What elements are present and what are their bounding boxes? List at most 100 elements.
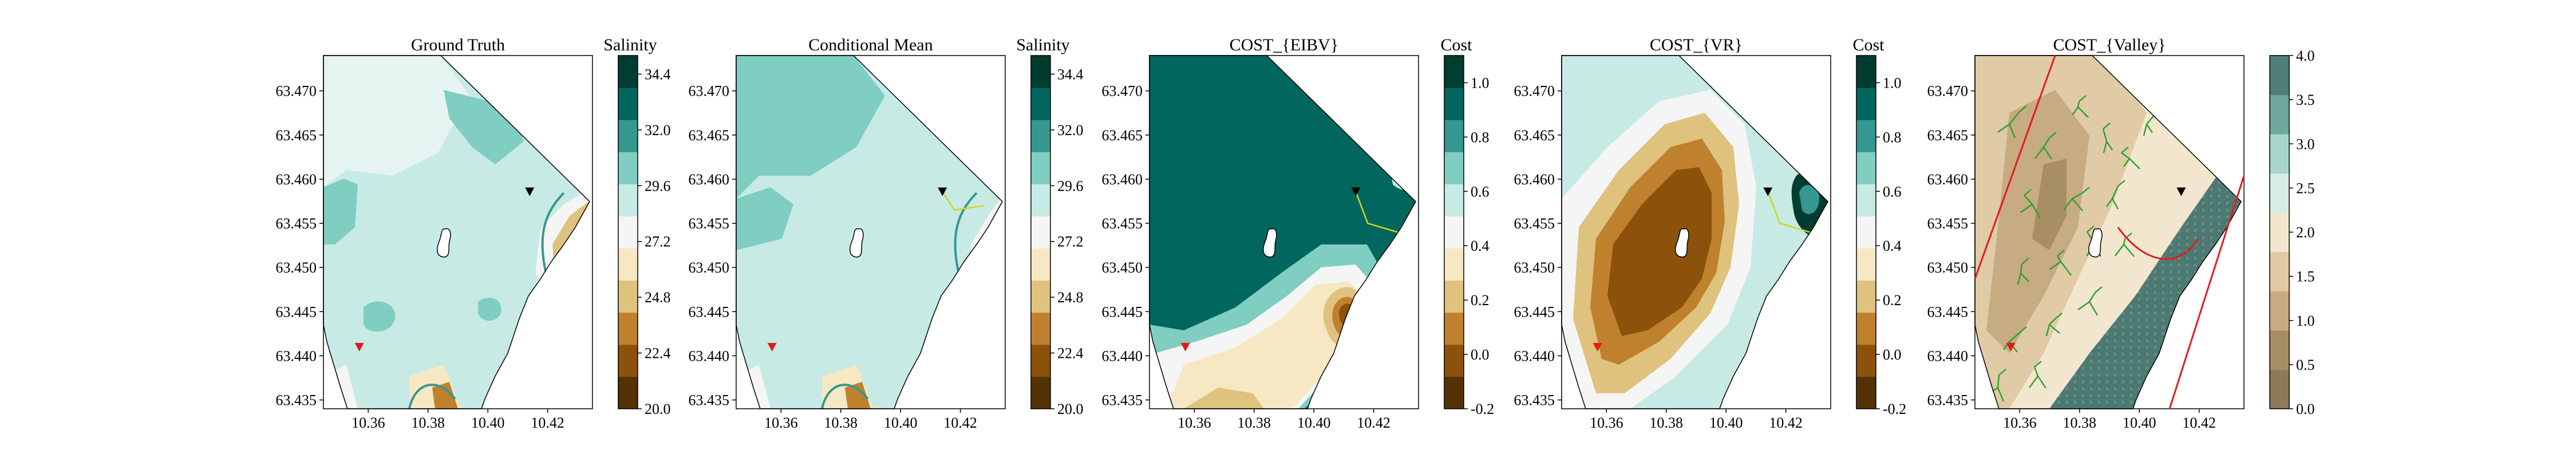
colorbar-tick-label: 0.5 <box>2296 357 2315 373</box>
panel-title: Ground Truth <box>411 35 505 54</box>
colorbar-label: Cost <box>1440 35 1472 54</box>
current-marker <box>1763 187 1773 196</box>
tree-branch <box>1997 105 2027 139</box>
y-tick-label: 63.435 <box>276 392 317 409</box>
y-tick-label: 63.440 <box>1102 348 1143 364</box>
panel-title: Conditional Mean <box>808 35 933 54</box>
colorbar-tick-label: 1.0 <box>2296 313 2315 329</box>
colorbar-tick-label: 1.5 <box>2296 269 2315 285</box>
y-tick-label: 63.470 <box>276 83 317 100</box>
coastline <box>1561 55 1828 409</box>
colorbar-segment <box>1444 120 1464 152</box>
colorbar-segment <box>618 152 638 184</box>
x-tick-label: 10.42 <box>1769 414 1803 431</box>
contour-line <box>821 384 869 409</box>
panel-5: COST_{Valley} 10.36 10.38 10.40 10.42 63.435 6… <box>1927 35 2315 431</box>
coastline <box>1974 55 2242 409</box>
axes-frame <box>736 55 1006 409</box>
colorbar-segment <box>1856 344 1876 377</box>
x-tick-label: 10.36 <box>351 414 385 431</box>
y-tick-label: 63.445 <box>689 303 730 320</box>
y-tick-label: 63.440 <box>1514 348 1555 364</box>
colorbar-segment <box>1444 216 1464 249</box>
colorbar-tick-label: 3.0 <box>2296 136 2315 152</box>
y-tick-label: 63.460 <box>689 171 730 188</box>
tree-branch <box>2045 313 2063 337</box>
y-tick-label: 63.465 <box>1927 127 1969 144</box>
x-tick-label: 10.36 <box>1590 414 1623 431</box>
colorbar-segment <box>1444 184 1464 216</box>
colorbar-segment <box>1031 184 1050 216</box>
y-tick-label: 63.450 <box>1102 259 1143 276</box>
y-tick-label: 63.470 <box>1514 83 1555 100</box>
colorbar-tick-label: 4.0 <box>2296 48 2315 64</box>
y-tick-label: 63.450 <box>1927 259 1969 276</box>
colorbar-segment <box>618 184 638 216</box>
panel-title: COST_{VR} <box>1650 35 1743 54</box>
planned-path <box>942 191 985 211</box>
tree-branch <box>2017 258 2029 285</box>
y-tick-label: 63.465 <box>689 127 730 144</box>
colorbar-label: Salinity <box>1016 35 1069 54</box>
y-tick-label: 63.465 <box>1102 127 1143 144</box>
start-marker <box>354 343 364 352</box>
y-tick-label: 63.435 <box>1927 392 1969 409</box>
colorbar-segment <box>1031 152 1050 184</box>
colorbar-segment <box>618 216 638 249</box>
start-marker <box>767 343 777 352</box>
start-marker <box>1180 343 1190 352</box>
y-tick-label: 63.470 <box>1927 83 1969 100</box>
tree-branch <box>2115 232 2135 257</box>
colorbar-frame <box>1444 55 1464 409</box>
axes-frame <box>1561 55 1831 409</box>
x-tick-label: 10.40 <box>884 414 918 431</box>
colorbar-tick-label: 34.4 <box>1057 66 1084 82</box>
colorbar-tick-label: -0.2 <box>1471 401 1494 417</box>
panel-1: Ground Truth 10.36 10.38 10.40 10.42 63.435 63… <box>276 35 671 431</box>
x-tick-label: 10.42 <box>943 414 977 431</box>
y-tick-label: 63.465 <box>276 127 317 144</box>
colorbar-segment <box>1031 344 1050 377</box>
current-marker <box>2176 187 2186 196</box>
x-tick-label: 10.42 <box>531 414 564 431</box>
colorbar-tick-label: 24.8 <box>1057 289 1084 306</box>
colorbar-segment <box>1031 56 1050 88</box>
y-tick-label: 63.440 <box>1927 348 1969 364</box>
y-tick-label: 63.435 <box>1102 392 1143 409</box>
colorbar-segment <box>1444 344 1464 377</box>
field-map <box>736 56 1002 409</box>
y-tick-label: 63.450 <box>1514 259 1555 276</box>
colorbar-segment <box>1856 280 1876 313</box>
tree-branch <box>2020 189 2041 219</box>
x-tick-label: 10.38 <box>2063 414 2097 431</box>
x-tick-label: 10.40 <box>1297 414 1331 431</box>
tree-branch <box>2143 105 2164 136</box>
contour-line <box>408 384 456 409</box>
colorbar-tick-label: 1.0 <box>1883 74 1902 91</box>
colorbar-tick-label: 29.6 <box>645 177 671 194</box>
x-tick-label: 10.38 <box>1650 414 1684 431</box>
axes-frame <box>1974 55 2245 409</box>
colorbar-segment <box>618 280 638 313</box>
colorbar-tick-label: 32.0 <box>1057 122 1084 139</box>
colorbar-segment <box>1856 376 1876 409</box>
colorbar-tick-label: 0.4 <box>1471 238 1490 254</box>
colorbar-tick-label: 24.8 <box>645 289 671 306</box>
colorbar-tick-label: 0.2 <box>1471 292 1490 309</box>
y-tick-label: 63.455 <box>689 215 730 232</box>
colorbar-segment <box>1856 120 1876 152</box>
x-tick-label: 10.40 <box>1709 414 1743 431</box>
x-tick-label: 10.42 <box>2182 414 2216 431</box>
x-tick-label: 10.36 <box>1178 414 1211 431</box>
y-tick-label: 63.460 <box>1514 171 1555 188</box>
y-tick-label: 63.445 <box>1514 303 1555 320</box>
colorbar: 0.0 0.5 1.0 1.5 2.0 2.5 3.0 3.5 4.0 <box>2269 48 2315 417</box>
colorbar-tick-label: 2.0 <box>2296 224 2315 241</box>
colorbar-segment <box>1031 216 1050 249</box>
colorbar-segment <box>1031 88 1050 120</box>
tree-branch <box>2063 187 2090 211</box>
tree-branch <box>2102 123 2113 153</box>
colorbar-tick-label: 0.2 <box>1883 292 1902 309</box>
x-tick-label: 10.40 <box>471 414 505 431</box>
colorbar-label: Salinity <box>603 35 657 54</box>
